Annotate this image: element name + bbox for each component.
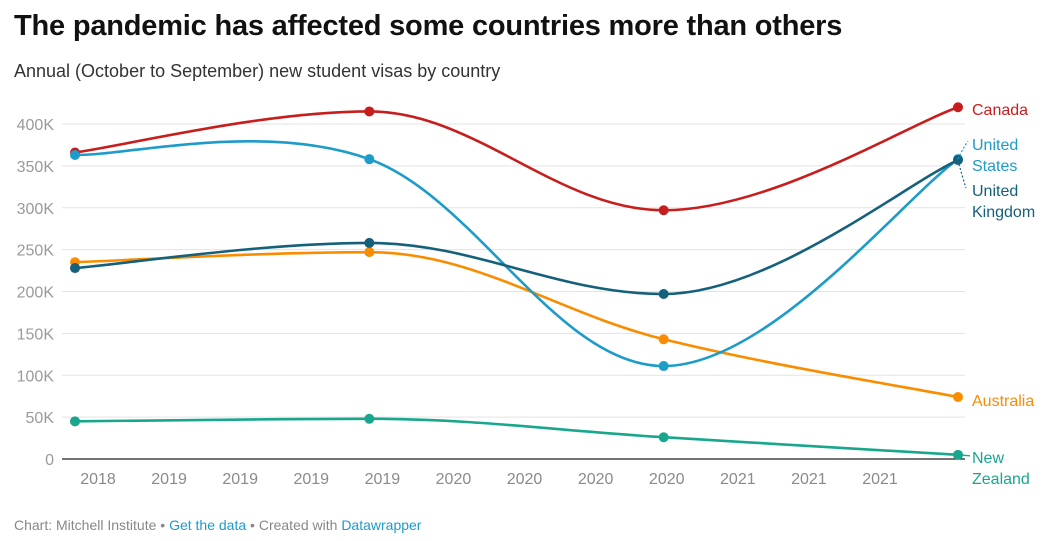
point-united-states: [70, 149, 80, 160]
series-label-united-states: United: [972, 137, 1018, 154]
point-united-kingdom: [364, 237, 375, 248]
x-tick-label: 2019: [365, 471, 401, 488]
x-tick-label: 2019: [222, 471, 258, 488]
connector-united-kingdom: [957, 159, 967, 189]
y-tick-label: 300K: [17, 201, 55, 218]
x-tick-label: 2021: [791, 471, 827, 488]
point-united-kingdom: [658, 289, 669, 300]
x-tick-label: 2021: [720, 471, 756, 488]
line-australia: [73, 250, 960, 399]
series-label-united-kingdom: United: [972, 183, 1018, 200]
x-tick-label: 2021: [862, 471, 898, 488]
x-tick-label: 2020: [436, 471, 472, 488]
chart-footer: Chart: Mitchell Institute • Get the data…: [14, 517, 421, 533]
series-labels: Canada United States United Kingdom Australia…: [957, 102, 1035, 488]
y-tick-label: 250K: [17, 243, 55, 260]
x-tick-label: 2019: [293, 471, 329, 488]
y-tick-label: 400K: [17, 117, 55, 134]
chart-title: The pandemic has affected some countries…: [14, 10, 843, 42]
point-australia: [658, 334, 669, 345]
series-label-canada: Canada: [972, 102, 1028, 119]
x-tick-label: 2020: [578, 471, 614, 488]
series-label-united-kingdom: Kingdom: [972, 204, 1035, 221]
point-canada: [953, 102, 963, 113]
line-united-states: [73, 140, 960, 368]
gridlines: [62, 123, 965, 460]
x-axis-ticks: 2018 2019 2019 2019 2019 2020 2020 2020 2020 2021…: [80, 471, 898, 488]
line-new-zealand: [73, 417, 960, 457]
point-new-zealand: [364, 413, 375, 424]
connector-united-states: [957, 140, 969, 160]
series-label-united-states: States: [972, 158, 1017, 175]
point-canada: [364, 106, 375, 117]
series-label-australia: Australia: [972, 393, 1034, 410]
connector-new-zealand: [957, 454, 971, 457]
point-united-kingdom: [70, 263, 80, 274]
y-tick-label: 100K: [17, 368, 55, 385]
point-new-zealand: [70, 416, 80, 427]
created-with-text: Created with: [258, 517, 338, 533]
source-credit: Chart: Mitchell Institute: [14, 517, 157, 533]
x-tick-label: 2020: [649, 471, 685, 488]
y-tick-label: 150K: [17, 326, 55, 343]
x-tick-label: 2018: [80, 471, 116, 488]
series-points: [70, 102, 963, 460]
footer-separator: •: [246, 517, 259, 533]
series-label-new-zealand: New: [972, 450, 1004, 467]
point-new-zealand: [658, 432, 669, 443]
point-united-states: [364, 154, 375, 165]
y-tick-label: 200K: [17, 285, 55, 302]
line-canada: [73, 105, 960, 212]
point-united-states: [658, 361, 669, 372]
chart-subtitle: Annual (October to September) new studen…: [14, 61, 501, 81]
point-australia: [364, 247, 375, 258]
y-tick-label: 50K: [26, 410, 55, 427]
series-label-new-zealand: Zealand: [972, 471, 1030, 488]
series-lines: [73, 105, 960, 457]
y-axis-ticks: 0 50K 100K 150K 200K 250K 300K 350K 400K: [17, 117, 55, 469]
footer-separator: •: [156, 517, 170, 533]
get-the-data-link[interactable]: Get the data: [169, 517, 247, 533]
y-tick-label: 0: [45, 452, 54, 469]
x-tick-label: 2019: [151, 471, 187, 488]
datawrapper-link[interactable]: Datawrapper: [341, 517, 422, 533]
x-tick-label: 2020: [507, 471, 543, 488]
point-australia: [953, 392, 963, 403]
y-tick-label: 350K: [17, 159, 55, 176]
point-canada: [658, 205, 669, 216]
line-united-kingdom: [73, 158, 960, 296]
